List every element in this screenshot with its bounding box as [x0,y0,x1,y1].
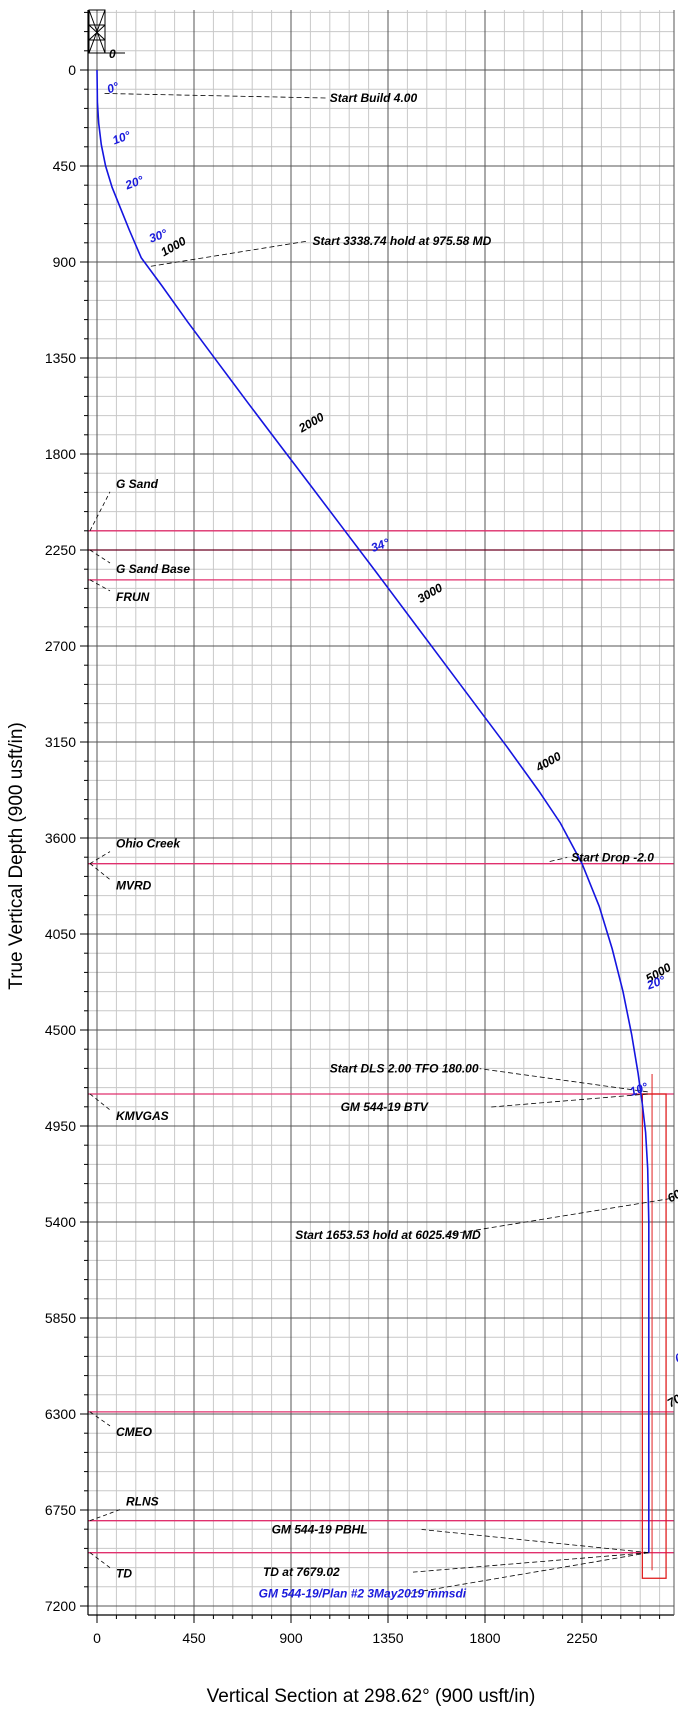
inclination-label: 20° [644,973,667,993]
x-tick-label: 1800 [469,1630,500,1646]
y-tick-label: 5400 [45,1214,76,1230]
y-tick-label: 4950 [45,1118,76,1134]
rig-derrick [88,9,125,54]
annotation-label: GM 544-19/Plan #2 3May2019 mmsdi [259,1586,467,1600]
annotation-leader [445,1198,671,1236]
annotation-label: Start DLS 2.00 TFO 180.00 [330,1062,479,1076]
annotation-label: Start Drop -2.0 [571,850,654,864]
horizon-label: RLNS [126,1495,159,1509]
annotation-leaders [89,93,671,1594]
horizon-leader [89,549,111,564]
annotation-label: Start 1653.53 hold at 6025.49 MD [295,1228,481,1242]
x-tick-label: 0 [93,1630,101,1646]
rig-symbol: 0 [88,9,125,61]
inclination-label: 0 [673,1350,678,1366]
md-label: 4000 [533,749,564,775]
annotation-label: GM 544-19 PBHL [272,1522,368,1536]
well-path-line [96,69,650,1553]
y-tick-label: 900 [53,254,77,270]
y-tick-label: 3150 [45,734,76,750]
y-tick-label: 2250 [45,542,76,558]
y-tick-label: 6750 [45,1502,76,1518]
horizon-label: TD [116,1567,132,1581]
rig-zero-label: 0 [109,47,116,61]
y-tick-label: 0 [68,62,76,78]
formation-horizons [88,530,674,1554]
annotation-label: Start 3338.74 hold at 975.58 MD [313,234,492,248]
annotation-label: TD at 7679.02 [263,1565,340,1579]
y-tick-label: 4500 [45,1022,76,1038]
inclination-label: 10° [110,128,132,147]
target-rect [641,1093,667,1579]
y-tick-label: 6300 [45,1406,76,1422]
md-label: 3000 [415,580,445,606]
y-tick-label: 5850 [45,1310,76,1326]
horizon-leader [89,851,111,864]
horizon-leader [89,579,111,592]
annotation-leader [150,240,309,267]
horizon-label: G Sand Base [116,562,190,576]
horizon-label: MVRD [116,879,152,893]
x-tick-label: 450 [182,1630,206,1646]
x-axis-title: Vertical Section at 298.62° (900 usft/in… [207,1686,536,1707]
horizon-label: Ohio Creek [116,837,181,851]
y-axis-title: True Vertical Depth (900 usft/in) [6,722,27,990]
inclination-label: 20° [122,173,145,193]
horizon-leader [89,1093,111,1111]
y-tick-label: 2700 [45,638,76,654]
horizon-label: KMVGAS [116,1109,169,1123]
inclination-label: 34° [369,536,391,555]
md-label: 600 [665,1183,678,1205]
y-tick-label: 1350 [45,350,76,366]
annotation-leader [479,1068,648,1093]
x-tick-label: 900 [279,1630,303,1646]
annotation-leader [421,1529,649,1554]
inclination-label: 10° [628,1080,650,1099]
horizon-label: CMEO [116,1425,153,1439]
horizon-leader [89,1552,111,1568]
y-tick-label: 450 [53,158,77,174]
horizon-label: G Sand [116,477,159,491]
annotation-leader [408,1552,649,1594]
well-path [96,69,650,1553]
x-tick-label: 1350 [372,1630,403,1646]
labels: G Sand G Sand Base FRUN Ohio Creek MVRD KMVGA… [105,79,678,1600]
md-label: 700 [665,1388,678,1410]
axes: 0450900135018002250270031503600405045004… [45,10,675,1646]
md-label: 2000 [295,410,326,436]
horizon-leader [89,1509,121,1522]
inclination-label: 30° [147,226,169,245]
grid-major [88,10,674,1615]
inclination-label: 0° [105,79,121,96]
y-tick-label: 7200 [45,1598,76,1614]
annotation-label: Start Build 4.00 [330,91,418,105]
horizon-leader [89,863,111,880]
annotation-leader [490,1093,648,1108]
annotation-leader [412,1552,649,1573]
target-box [641,1074,667,1579]
horizon-leader [89,491,111,531]
y-tick-label: 1800 [45,446,76,462]
annotation-label: GM 544-19 BTV [341,1100,429,1114]
y-tick-label: 3600 [45,830,76,846]
horizon-label: FRUN [116,590,150,604]
annotation-leader [104,93,326,99]
x-tick-label: 2250 [566,1630,597,1646]
y-tick-label: 4050 [45,926,76,942]
annotation-leader [549,857,568,862]
